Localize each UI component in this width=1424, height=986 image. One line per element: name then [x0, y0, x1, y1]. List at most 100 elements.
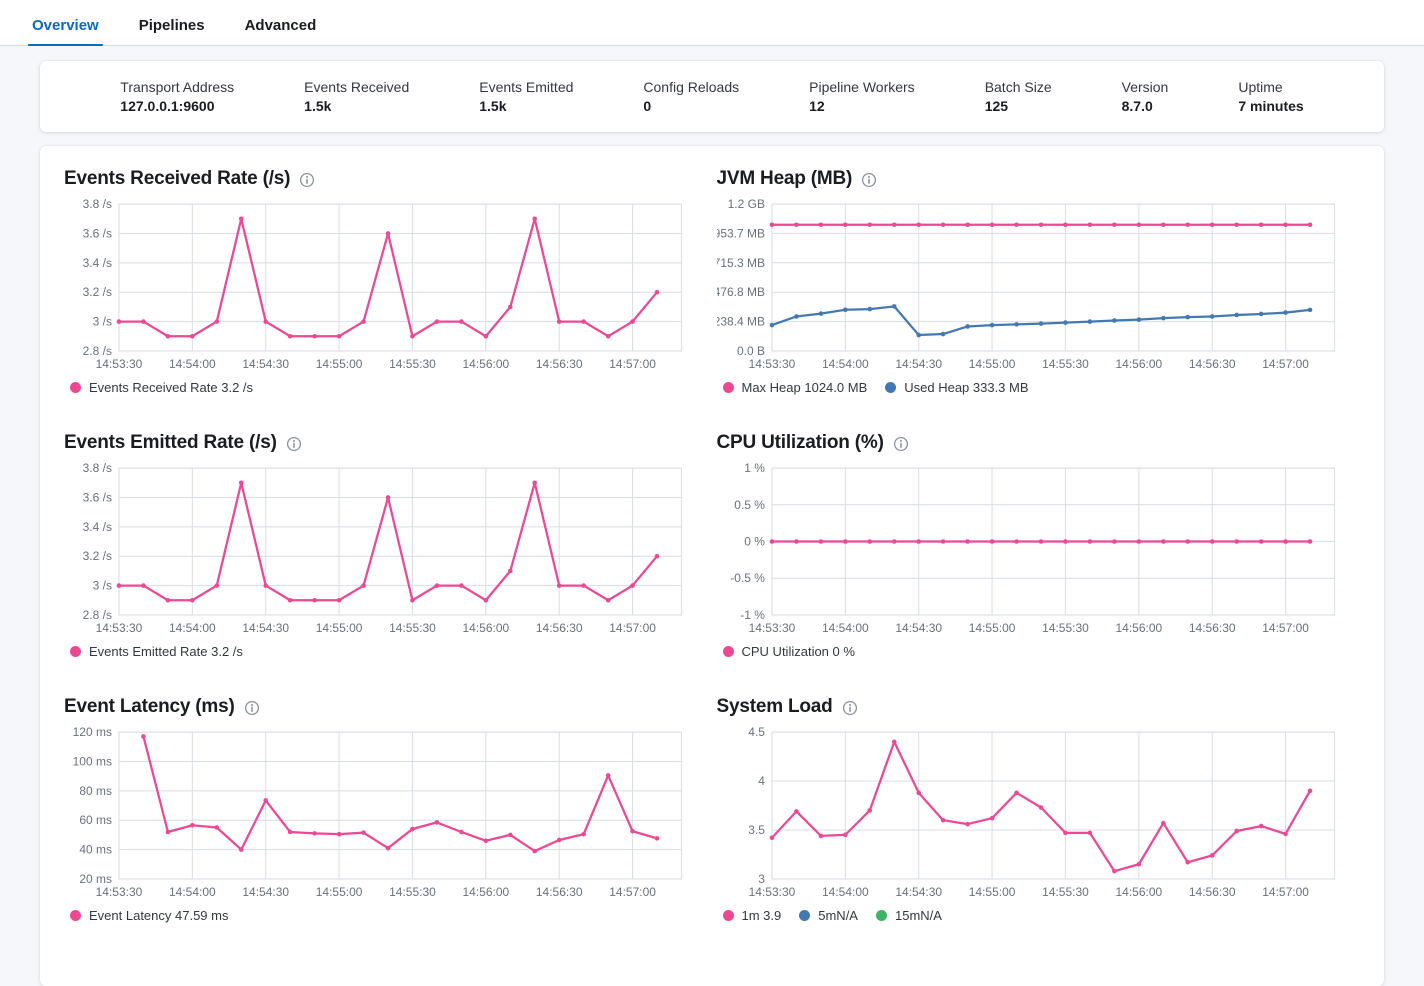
legend-item[interactable]: Event Latency 47.59 ms	[70, 908, 228, 923]
y-tick-label: 100 ms	[73, 754, 112, 768]
x-tick-label: 14:54:30	[895, 885, 942, 899]
legend-item[interactable]: 5mN/A	[799, 908, 858, 923]
stat-label: Uptime	[1238, 79, 1283, 95]
series-point	[165, 597, 171, 603]
x-tick-label: 14:54:30	[895, 621, 942, 635]
legend-dot	[885, 381, 897, 393]
info-icon[interactable]	[299, 172, 315, 188]
legend-item[interactable]: 15mN/A	[875, 908, 942, 923]
legend-item[interactable]: Used Heap 333.3 MB	[885, 380, 1029, 395]
series-point	[385, 495, 391, 500]
series-point	[361, 319, 366, 324]
series-point	[1062, 830, 1068, 836]
series-point	[263, 319, 269, 324]
series-point	[818, 311, 823, 316]
legend-item[interactable]: Events Received Rate 3.2 /s	[70, 380, 253, 395]
charts-panel: Events Received Rate (/s) 3.8 /s 3.6 /s 3.…	[40, 146, 1384, 986]
info-icon[interactable]	[893, 436, 909, 452]
series-point	[116, 583, 122, 588]
stat-value: 12	[809, 98, 825, 114]
chart-system-load: System Load 4.5 4 3.5 3 14:53:30 14:54:00 14:5…	[717, 694, 1339, 924]
series-point	[605, 333, 611, 339]
series-point	[1258, 539, 1263, 544]
series-point	[915, 539, 921, 544]
x-tick-label: 14:56:30	[536, 621, 583, 635]
x-tick-label: 14:55:30	[389, 621, 436, 635]
stat-pipeline-workers: Pipeline Workers 12	[809, 79, 915, 114]
series-point	[1184, 859, 1190, 865]
y-tick-label: 3.6 /s	[83, 226, 112, 240]
chart-canvas[interactable]: 3.8 /s 3.6 /s 3.4 /s 3.2 /s 3 /s 2.8 /s 14:53:…	[64, 196, 686, 374]
legend-item[interactable]: 1m 3.9	[722, 908, 781, 923]
x-tick-label: 14:53:30	[748, 885, 795, 899]
series-point	[769, 835, 774, 841]
series-point	[1013, 222, 1019, 228]
chart-canvas[interactable]: 4.5 4 3.5 3 14:53:30 14:54:00 14:54:30 14:55:00…	[717, 724, 1339, 902]
series-point	[654, 836, 660, 841]
tab-pipelines[interactable]: Pipelines	[138, 17, 205, 34]
y-tick-label: 3.8 /s	[83, 197, 112, 211]
series-point	[263, 583, 269, 588]
tab-overview[interactable]: Overview	[28, 17, 103, 46]
legend-label: Events Received Rate 3.2 /s	[89, 379, 254, 395]
x-tick-label: 14:55:30	[1042, 885, 1089, 899]
y-tick-label: 4	[758, 774, 765, 788]
info-icon[interactable]	[244, 700, 260, 716]
series-point	[141, 319, 146, 324]
chart-canvas[interactable]: 3.8 /s 3.6 /s 3.4 /s 3.2 /s 3 /s 2.8 /s 14:53:…	[64, 460, 686, 638]
legend-item[interactable]: Events Emitted Rate 3.2 /s	[70, 644, 243, 659]
series-point	[1184, 539, 1190, 544]
series-point	[508, 568, 513, 574]
series-point	[1013, 539, 1019, 544]
x-tick-label: 14:56:00	[463, 885, 510, 899]
y-tick-label: 20 ms	[79, 872, 112, 886]
tab-advanced[interactable]: Advanced	[244, 17, 317, 34]
series-point	[1184, 314, 1190, 320]
series-point	[434, 820, 440, 825]
series-point	[818, 833, 823, 839]
series-point	[1282, 539, 1288, 544]
x-tick-label: 14:55:30	[1042, 357, 1089, 371]
series-point	[940, 222, 945, 228]
y-tick-label: 3	[758, 872, 765, 886]
chart-legend: 1m 3.9 5mN/A 15mN/A	[717, 906, 1339, 924]
series-point	[769, 539, 774, 544]
chart-canvas[interactable]: 120 ms 100 ms 80 ms 60 ms 40 ms 20 ms 14:53:30…	[64, 724, 686, 902]
chart-canvas[interactable]: 1.2 GB 953.7 MB 715.3 MB 476.8 MB 238.4 MB 0.…	[717, 196, 1339, 374]
series-point	[964, 539, 970, 544]
series-point	[238, 216, 244, 222]
series-point	[1111, 868, 1117, 874]
series-point	[581, 583, 586, 588]
series-point	[1282, 310, 1288, 315]
legend-item[interactable]: Max Heap 1024.0 MB	[722, 379, 868, 395]
y-tick-label: 715.3 MB	[717, 256, 765, 270]
info-icon[interactable]	[286, 436, 302, 452]
series-point	[459, 319, 464, 324]
info-icon[interactable]	[842, 700, 858, 716]
x-tick-label: 14:54:30	[242, 621, 289, 635]
series-point	[964, 324, 970, 329]
series-point	[1062, 539, 1068, 544]
chart-svg: 4.5 4 3.5 314:53:30 14:54:00 14:54:30 14:55:00…	[748, 725, 1335, 899]
stat-label: Transport Address	[120, 79, 235, 95]
series-point	[1233, 539, 1239, 544]
stats-summary-panel: Transport Address 127.0.0.1:9600 Events …	[40, 61, 1384, 132]
legend-item[interactable]: CPU Utilization 0 %	[722, 644, 855, 659]
info-icon[interactable]	[861, 172, 877, 188]
y-tick-label: 40 ms	[79, 843, 112, 857]
x-tick-label: 14:56:30	[536, 885, 583, 899]
stat-uptime: Uptime 7 minutes	[1238, 79, 1303, 114]
legend-label: Max Heap 1024.0 MB	[741, 379, 868, 395]
chart-svg: 3.8 /s 3.6 /s 3.4 /s 3.2 /s 3 /s 2.8 /s14:53:…	[83, 197, 683, 371]
series-point	[891, 222, 897, 228]
series-line	[117, 217, 659, 338]
chart-legend: Events Emitted Rate 3.2 /s	[64, 642, 686, 660]
chart-canvas[interactable]: 1 % 0.5 % 0 % -0.5 % -1 % 14:53:30 14:54:00 14:…	[717, 460, 1339, 638]
legend-label: Events Emitted Rate 3.2 /s	[89, 643, 243, 659]
x-tick-label: 14:54:00	[169, 885, 216, 899]
series-point	[410, 333, 415, 339]
legend-dot	[875, 909, 887, 921]
series-point	[1038, 321, 1043, 326]
series-point	[793, 539, 799, 544]
y-tick-label: 238.4 MB	[717, 315, 765, 329]
